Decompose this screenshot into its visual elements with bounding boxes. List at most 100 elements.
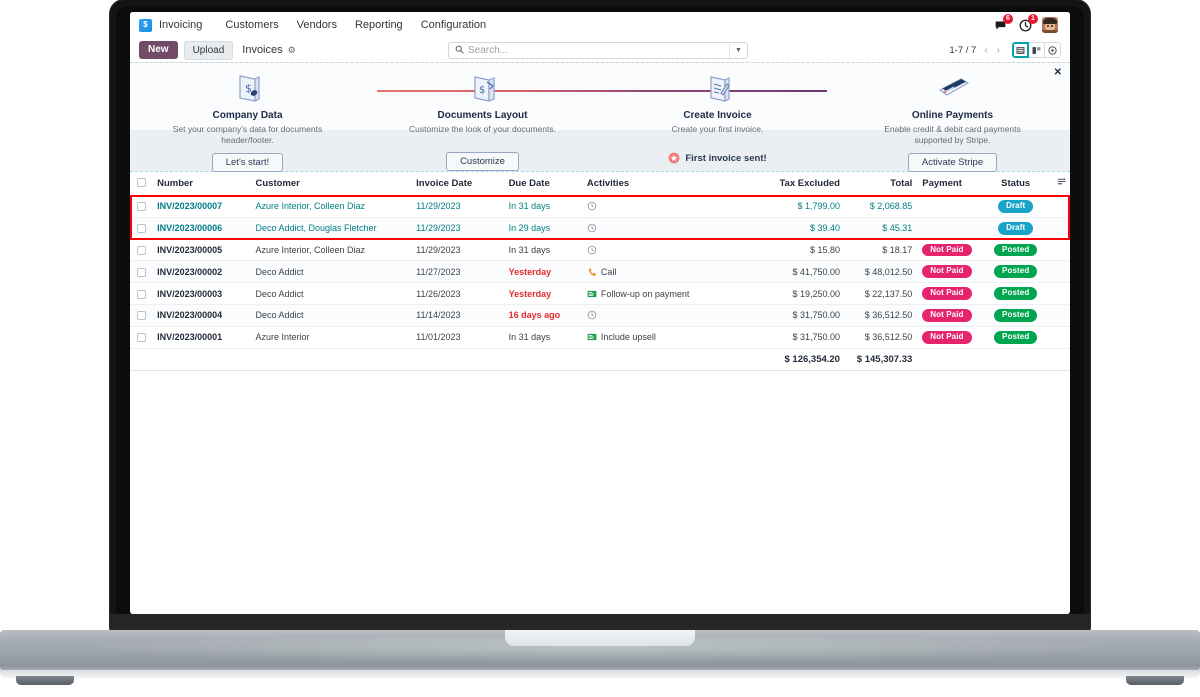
chevron-left-icon[interactable]: ‹ (984, 44, 988, 56)
payment-badge: Not Paid (922, 330, 972, 344)
cell-number[interactable]: INV/2023/00001 (152, 326, 251, 349)
chat-bubble-icon[interactable]: 6 (992, 14, 1013, 33)
column-options-icon[interactable] (1051, 172, 1070, 196)
activity-view-icon[interactable] (1044, 42, 1061, 58)
column-header-due-date[interactable]: Due Date (503, 172, 582, 196)
invoice-number-link[interactable]: INV/2023/00006 (157, 223, 223, 234)
table-header: Number Customer Invoice Date Due Date Ac… (130, 172, 1070, 196)
table-row[interactable]: INV/2023/00001 Azure Interior 11/01/2023 In… (130, 326, 1070, 349)
customer-name: Azure Interior, Colleen Diaz (255, 244, 366, 255)
cell-activities[interactable]: Follow-up on payment (581, 282, 743, 305)
row-checkbox[interactable] (136, 311, 146, 321)
nav-item-configuration[interactable]: Configuration (420, 19, 487, 31)
activate-stripe-button[interactable]: Activate Stripe (907, 152, 998, 172)
cell-customer[interactable]: Deco Addict (250, 282, 412, 305)
cell-invoice-date: 11/26/2023 (411, 282, 504, 305)
nav-item-vendors[interactable]: Vendors (296, 19, 337, 31)
column-header-customer[interactable]: Customer (250, 172, 412, 196)
cell-activities[interactable]: Include upsell (581, 326, 743, 349)
search-bar[interactable]: ▼ (448, 41, 748, 59)
first-invoice-sent-status: First invoice sent! (668, 152, 767, 164)
breadcrumb: Invoices (242, 44, 283, 56)
odoo-invoicing-logo[interactable]: $ (139, 18, 152, 32)
column-header-total[interactable]: Total (844, 172, 918, 196)
pager-label: 1-7 / 7 (949, 44, 977, 56)
cell-customer[interactable]: Azure Interior, Colleen Diaz (250, 239, 412, 262)
table-row[interactable]: INV/2023/00002 Deco Addict 11/27/2023 Yeste… (130, 260, 1070, 284)
table-row[interactable]: INV/2023/00004 Deco Addict 11/14/2023 16 da… (130, 304, 1070, 327)
column-header-activities[interactable]: Activities (581, 172, 743, 196)
customize-button[interactable]: Customize (446, 152, 519, 171)
cell-customer[interactable]: Deco Addict, Douglas Fletcher (250, 217, 412, 240)
kanban-view-icon[interactable] (1028, 42, 1045, 58)
row-checkbox[interactable] (136, 224, 146, 234)
new-button[interactable]: New (139, 41, 178, 59)
cell-number[interactable]: INV/2023/00007 (152, 195, 251, 218)
clock-activity-icon[interactable]: 1 (1017, 14, 1038, 33)
cell-status: Posted (979, 282, 1052, 305)
odoo-invoicing-app: $ Invoicing Customers Vendors Reporting … (130, 12, 1070, 614)
cell-activities[interactable] (581, 304, 743, 327)
customer-name: Deco Addict (255, 288, 304, 299)
cell-due-date: Yesterday (503, 260, 582, 284)
cell-customer[interactable]: Deco Addict (250, 304, 412, 327)
cell-tax-excluded: $ 31,750.00 (742, 326, 845, 349)
messages-count-badge: 6 (1003, 14, 1013, 24)
cell-number[interactable]: INV/2023/00004 (152, 304, 251, 327)
column-header-payment[interactable]: Payment (917, 172, 980, 196)
cell-due-date: 16 days ago (503, 304, 582, 327)
upload-button[interactable]: Upload (183, 40, 234, 60)
chevron-right-icon[interactable]: › (996, 44, 1000, 56)
invoice-number-link[interactable]: INV/2023/00001 (157, 332, 223, 343)
cell-customer[interactable]: Azure Interior (250, 326, 412, 349)
cell-activities[interactable] (581, 217, 743, 240)
table-row[interactable]: INV/2023/00003 Deco Addict 11/26/2023 Yeste… (130, 282, 1070, 305)
status-badge: Posted (994, 287, 1038, 300)
cell-activities[interactable] (581, 239, 743, 262)
row-checkbox[interactable] (136, 333, 146, 343)
row-select-cell (130, 239, 153, 262)
invoice-number-link[interactable]: INV/2023/00004 (157, 310, 223, 321)
list-view-icon[interactable] (1012, 42, 1029, 58)
row-checkbox[interactable] (136, 267, 146, 277)
invoice-number-link[interactable]: INV/2023/00005 (157, 244, 223, 255)
column-header-tax-excluded[interactable]: Tax Excluded (742, 172, 845, 196)
nav-item-customers[interactable]: Customers (225, 19, 279, 31)
chevron-down-icon[interactable]: ▼ (729, 42, 747, 58)
laptop-foot-left (16, 676, 74, 685)
cell-activities[interactable]: Call (581, 260, 743, 284)
column-header-status[interactable]: Status (979, 172, 1052, 196)
table-row[interactable]: INV/2023/00006 Deco Addict, Douglas Fletc… (130, 217, 1070, 240)
cell-due-date: In 31 days (503, 195, 582, 218)
search-input[interactable] (468, 42, 729, 58)
cell-customer[interactable]: Deco Addict (250, 260, 412, 284)
select-all-checkbox[interactable] (136, 178, 146, 188)
payment-badge: Not Paid (922, 265, 972, 279)
cell-number[interactable]: INV/2023/00003 (152, 282, 251, 305)
cell-customer[interactable]: Azure Interior, Colleen Diaz (250, 195, 412, 218)
user-avatar[interactable] (1042, 17, 1058, 33)
row-select-cell (130, 260, 153, 284)
cell-activities[interactable] (581, 195, 743, 218)
svg-text:$: $ (245, 82, 252, 95)
row-checkbox[interactable] (136, 202, 146, 212)
column-header-number[interactable]: Number (152, 172, 251, 196)
close-icon[interactable]: ✕ (1053, 67, 1062, 78)
cell-payment: Not Paid (917, 239, 980, 262)
nav-item-invoicing[interactable]: Invoicing (159, 19, 203, 31)
row-checkbox[interactable] (136, 289, 146, 299)
invoice-number-link[interactable]: INV/2023/00003 (157, 288, 223, 299)
cell-number[interactable]: INV/2023/00006 (152, 217, 251, 240)
table-row[interactable]: INV/2023/00007 Azure Interior, Colleen Di… (130, 195, 1070, 218)
control-panel-right: 1-7 / 7 ‹ › (949, 42, 1061, 58)
cell-number[interactable]: INV/2023/00002 (152, 260, 251, 284)
invoice-number-link[interactable]: INV/2023/00002 (157, 266, 223, 277)
nav-item-reporting[interactable]: Reporting (354, 19, 403, 31)
table-row[interactable]: INV/2023/00005 Azure Interior, Colleen Di… (130, 239, 1070, 262)
cell-number[interactable]: INV/2023/00005 (152, 239, 251, 262)
lets-start-button[interactable]: Let's start! (211, 152, 284, 172)
column-header-invoice-date[interactable]: Invoice Date (411, 172, 504, 196)
invoice-number-link[interactable]: INV/2023/00007 (157, 201, 223, 212)
gear-icon[interactable]: ⚙ (287, 44, 296, 55)
row-checkbox[interactable] (136, 246, 146, 256)
